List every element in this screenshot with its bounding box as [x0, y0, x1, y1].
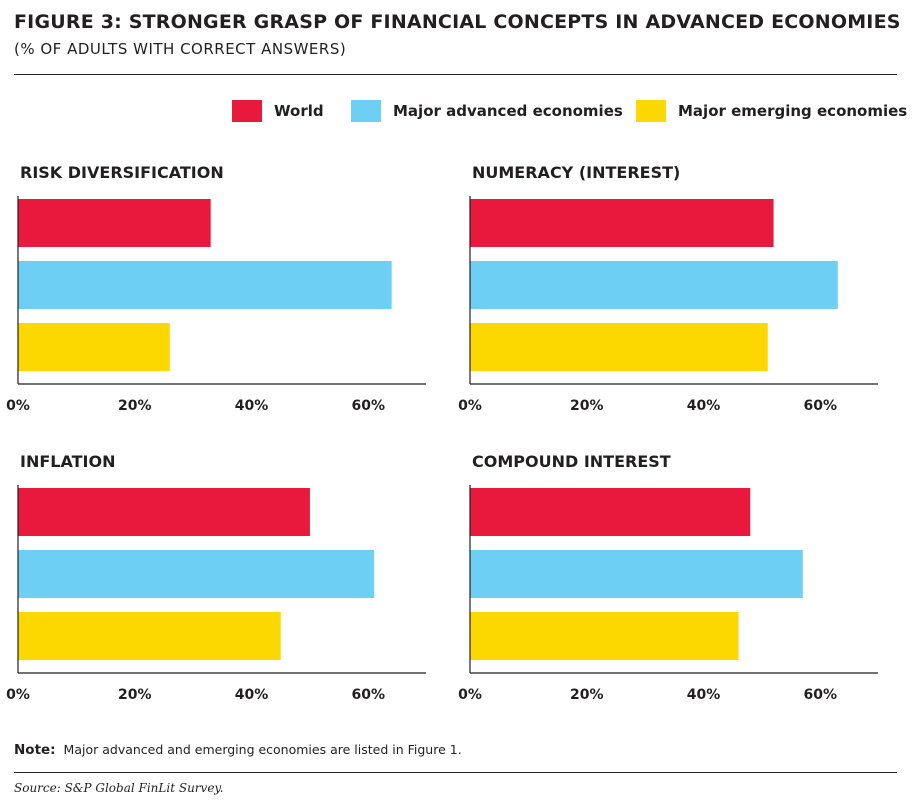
legend-label-emerging: Major emerging economies	[678, 102, 908, 120]
bar-numeracy-interest-major-advanced-economies	[470, 261, 838, 309]
panel-compound-interest: COMPOUND INTEREST 0% 20% 40% 60%	[458, 452, 878, 703]
tick-label-numeracy-interest-60: 60%	[804, 398, 838, 414]
tick-label-inflation-40: 40%	[235, 687, 269, 703]
tick-label-inflation-0: 0%	[6, 687, 30, 703]
source-text: Source: S&P Global FinLit Survey.	[14, 781, 224, 795]
bar-risk-diversification-major-emerging-economies	[18, 323, 170, 371]
tick-label-compound-interest-20: 20%	[570, 687, 604, 703]
tick-label-compound-interest-60: 60%	[804, 687, 838, 703]
bar-compound-interest-major-emerging-economies	[470, 612, 739, 660]
panel-title-inflation: INFLATION	[20, 452, 115, 471]
note-label: Note:	[14, 742, 56, 758]
tick-label-risk-diversification-20: 20%	[118, 398, 152, 414]
tick-label-numeracy-interest-40: 40%	[687, 398, 721, 414]
legend-item-emerging: Major emerging economies	[636, 98, 907, 124]
legend-label-advanced: Major advanced economies	[393, 102, 623, 120]
bar-compound-interest-major-advanced-economies	[470, 550, 803, 598]
tick-label-risk-diversification-40: 40%	[235, 398, 269, 414]
legend: World Major advanced economies Major eme…	[0, 98, 924, 124]
legend-label-world: World	[274, 102, 324, 120]
panel-title-numeracy-interest: NUMERACY (INTEREST)	[472, 163, 680, 182]
top-divider	[14, 74, 897, 75]
bar-compound-interest-world	[470, 488, 751, 536]
tick-label-compound-interest-0: 0%	[458, 687, 482, 703]
figure-subtitle: (% OF ADULTS WITH CORRECT ANSWERS)	[14, 40, 347, 58]
figure-title: FIGURE 3: STRONGER GRASP OF FINANCIAL CO…	[14, 11, 901, 33]
tick-label-risk-diversification-60: 60%	[352, 398, 386, 414]
legend-swatch-world	[232, 100, 262, 122]
panel-title-risk-diversification: RISK DIVERSIFICATION	[20, 163, 224, 182]
tick-label-compound-interest-40: 40%	[687, 687, 721, 703]
tick-label-numeracy-interest-20: 20%	[570, 398, 604, 414]
panel-title-compound-interest: COMPOUND INTEREST	[472, 452, 671, 471]
panel-inflation: INFLATION 0% 20% 40% 60%	[6, 452, 426, 703]
legend-item-advanced: Major advanced economies	[351, 98, 623, 124]
tick-label-risk-diversification-0: 0%	[6, 398, 30, 414]
bar-risk-diversification-major-advanced-economies	[18, 261, 392, 309]
legend-swatch-emerging	[636, 100, 666, 122]
panel-risk-diversification: RISK DIVERSIFICATION 0% 20% 40% 60%	[6, 163, 426, 414]
legend-item-world: World	[232, 98, 324, 124]
note: Note: Major advanced and emerging econom…	[14, 742, 462, 758]
bar-inflation-major-emerging-economies	[18, 612, 281, 660]
tick-label-inflation-60: 60%	[352, 687, 386, 703]
tick-label-numeracy-interest-0: 0%	[458, 398, 482, 414]
legend-swatch-advanced	[351, 100, 381, 122]
panel-numeracy-interest: NUMERACY (INTEREST) 0% 20% 40% 60%	[458, 163, 878, 414]
note-text: Major advanced and emerging economies ar…	[63, 742, 462, 757]
bar-numeracy-interest-major-emerging-economies	[470, 323, 768, 371]
bar-inflation-world	[18, 488, 310, 536]
bar-risk-diversification-world	[18, 199, 211, 247]
bottom-divider	[14, 772, 897, 773]
bar-numeracy-interest-world	[470, 199, 774, 247]
bar-inflation-major-advanced-economies	[18, 550, 375, 598]
tick-label-inflation-20: 20%	[118, 687, 152, 703]
